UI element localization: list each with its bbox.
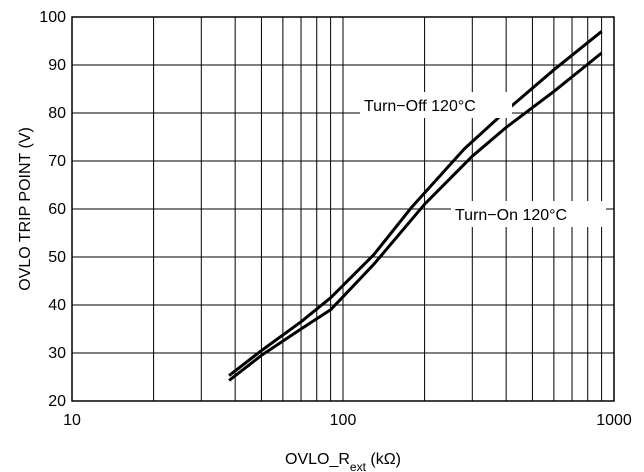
y-tick-label: 40 — [48, 297, 66, 314]
series-lines — [228, 30, 603, 382]
y-tick-label: 100 — [39, 9, 66, 26]
annotation-label: Turn−On 120°C — [455, 207, 567, 224]
annotation-label: Turn−Off 120°C — [364, 98, 476, 115]
y-tick-label: 20 — [48, 393, 66, 410]
annotations: Turn−Off 120°C Turn−On 120°C — [360, 92, 606, 227]
series-line-turn-off — [228, 30, 603, 377]
annotation-background — [360, 92, 512, 118]
tick-labels: 20 30 40 50 60 70 80 90 100 10 100 1000 — [39, 9, 632, 429]
y-tick-label: 30 — [48, 345, 66, 362]
annotation-background — [451, 201, 606, 227]
y-tick-label: 90 — [48, 57, 66, 74]
x-axis-title-subscript: ext — [350, 460, 367, 472]
x-axis-title-unit: (kΩ) — [366, 451, 401, 468]
y-axis-title: OVLO TRIP POINT (V) — [17, 127, 34, 291]
x-axis-title: OVLO_Rext (kΩ) — [285, 451, 401, 472]
x-tick-label: 10 — [63, 412, 81, 429]
plot-frame — [71, 16, 615, 402]
y-tick-label: 60 — [48, 201, 66, 218]
series-line-turn-on — [228, 51, 603, 382]
x-tick-label: 1000 — [596, 412, 632, 429]
y-tick-label: 50 — [48, 249, 66, 266]
x-axis-title-main: OVLO_R — [285, 451, 350, 468]
y-tick-label: 70 — [48, 153, 66, 170]
x-tick-label: 100 — [330, 412, 357, 429]
y-tick-label: 80 — [48, 105, 66, 122]
